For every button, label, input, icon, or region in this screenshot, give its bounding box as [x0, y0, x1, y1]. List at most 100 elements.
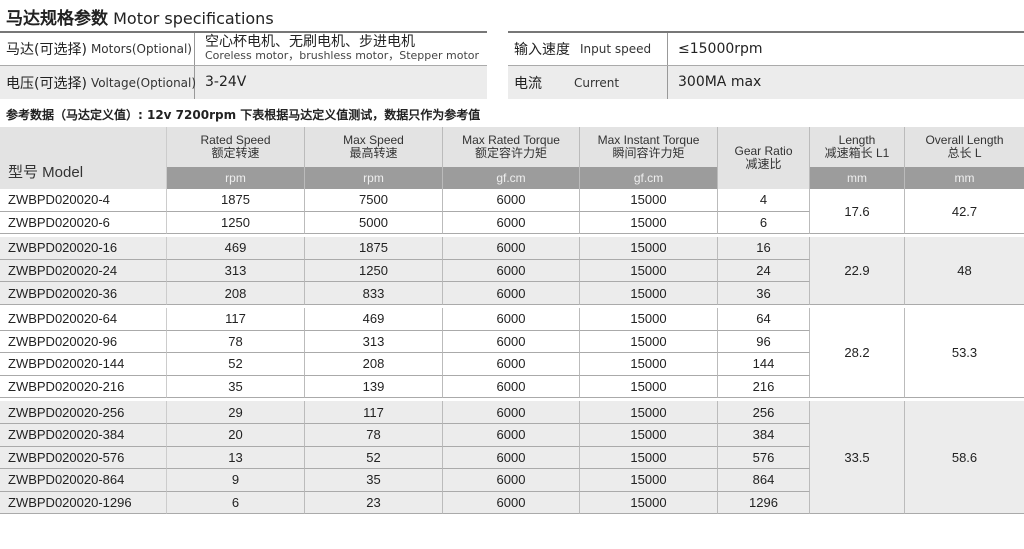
value-cell: 23 — [305, 491, 443, 515]
label-cn: 马达(可选择) — [6, 42, 87, 58]
length-cell: 22.9 — [810, 237, 905, 305]
header-en: Max Speed — [343, 133, 404, 147]
header-cn: 最高转速 — [349, 146, 398, 160]
value-cell: 15000 — [580, 189, 718, 212]
length-cell: 33.5 — [810, 401, 905, 515]
value-cell: 256 — [718, 401, 810, 424]
spec-row-voltage: 电压(可选择) Voltage(Optional) 3-24V — [0, 66, 487, 99]
value-cell: 833 — [305, 282, 443, 305]
header-en: Max Rated Torque — [462, 133, 560, 147]
title-cn: 马达规格参数 — [6, 9, 108, 29]
column-header: Gear Ratio 减速比 — [718, 127, 810, 189]
model-cell: ZWBPD020020-144 — [0, 353, 167, 376]
value-cell: 6000 — [443, 469, 580, 492]
value-cell: 1875 — [167, 189, 305, 212]
spec-row-input-speed: 输入速度 Input speed ≤15000rpm — [508, 33, 1024, 66]
header-cn: 额定转速 — [211, 146, 260, 160]
column-header: Length 减速箱长 L1 — [810, 127, 905, 167]
model-cell: ZWBPD020020-864 — [0, 469, 167, 492]
reference-note: 参考数据（马达定义值）: 12v 7200rpm 下表根据马达定义值测试，数据只… — [6, 108, 481, 122]
value-cell: 16 — [718, 237, 810, 260]
column-header: Max Rated Torque 额定容许力矩 — [443, 127, 580, 167]
value-cell: 313 — [167, 259, 305, 283]
value-cell: 36 — [718, 282, 810, 305]
value-cell: 15000 — [580, 237, 718, 260]
table-row: ZWBPD020020-576 13 52 6000 15000 576 — [0, 446, 1024, 470]
value-cell: 15000 — [580, 353, 718, 376]
value-cell: 1875 — [305, 237, 443, 260]
value-cell: 52 — [167, 353, 305, 376]
value-cell: 35 — [167, 375, 305, 399]
header-en: Length — [838, 133, 876, 147]
value-cell: 6000 — [443, 282, 580, 305]
title-en: Motor specifications — [113, 9, 274, 28]
header-en: Gear Ratio — [734, 144, 793, 158]
value-cell: 216 — [718, 375, 810, 399]
model-cell: ZWBPD020020-216 — [0, 375, 167, 399]
spec-table-right: 输入速度 Input speed ≤15000rpm 电流 Current 300M… — [508, 31, 1024, 99]
model-cell: ZWBPD020020-6 — [0, 211, 167, 235]
value-cell: 6000 — [443, 237, 580, 260]
value-cell: 29 — [167, 401, 305, 424]
table-row: ZWBPD020020-384 20 78 6000 15000 384 — [0, 423, 1024, 447]
value-cell: 117 — [305, 401, 443, 424]
value-cell: 208 — [305, 353, 443, 376]
length-cell: 17.6 — [810, 189, 905, 235]
unit-header: mm — [810, 167, 905, 189]
label-cn: 电压(可选择) — [6, 75, 87, 92]
value-cell: 469 — [167, 237, 305, 260]
value-cell: 9 — [167, 469, 305, 492]
value-cell: 15000 — [580, 330, 718, 354]
value-cell: 15000 — [580, 491, 718, 515]
table-row: ZWBPD020020-36 208 833 6000 15000 36 — [0, 282, 1024, 305]
value-cell: 117 — [167, 307, 305, 331]
table-row: ZWBPD020020-16 469 1875 6000 15000 16 22.9 48 — [0, 237, 1024, 305]
value-cell: 15000 — [580, 259, 718, 283]
value-cell: 1250 — [305, 259, 443, 283]
table-row: ZWBPD020020-4 1875 7500 6000 15000 4 17.6 42.7 — [0, 189, 1024, 235]
table-row: ZWBPD020020-6 1250 5000 6000 15000 6 — [0, 211, 1024, 235]
value-cell: 864 — [718, 469, 810, 492]
value-cell: 1250 — [167, 211, 305, 235]
header-cn: 额定容许力矩 — [474, 146, 547, 160]
overall-length-cell: 48 — [905, 237, 1024, 305]
table-row: ZWBPD020020-216 35 139 6000 15000 216 — [0, 375, 1024, 399]
unit-header: rpm — [305, 167, 443, 189]
length-cell: 28.2 — [810, 307, 905, 399]
value-cell: 139 — [305, 375, 443, 399]
header-cn: 总长 L — [947, 146, 982, 160]
group-gap — [0, 398, 1024, 402]
spec-value: 空心杯电机、无刷电机、步进电机 Coreless motor，brushless … — [195, 35, 479, 62]
model-cell: ZWBPD020020-576 — [0, 446, 167, 470]
spec-row-current: 电流 Current 300MA max — [508, 66, 1024, 99]
label-cn: 电流 — [514, 75, 542, 92]
label-en: Voltage(Optional) — [90, 75, 197, 90]
header-en: Rated Speed — [200, 133, 271, 147]
value-cell: 24 — [718, 259, 810, 283]
table-row: ZWBPD020020-1296 6 23 6000 15000 1296 — [0, 491, 1024, 515]
spec-label: 电压(可选择) Voltage(Optional) — [0, 66, 197, 99]
value-cell: 20 — [167, 423, 305, 447]
value-cell: 208 — [167, 282, 305, 305]
model-cell: ZWBPD020020-36 — [0, 282, 167, 305]
spec-label: 马达(可选择) Motors(Optional) — [0, 33, 195, 65]
column-header: Overall Length 总长 L — [905, 127, 1024, 167]
model-cell: ZWBPD020020-4 — [0, 189, 167, 212]
spec-row-motors: 马达(可选择) Motors(Optional) 空心杯电机、无刷电机、步进电机 C… — [0, 33, 487, 66]
value-cell: 6000 — [443, 491, 580, 515]
model-cell: ZWBPD020020-256 — [0, 401, 167, 424]
column-header: Max Instant Torque 瞬间容许力矩 — [580, 127, 718, 167]
value-cell: 384 — [718, 423, 810, 447]
value-cell: 6000 — [443, 353, 580, 376]
group-gap — [0, 234, 1024, 238]
header-cn: 瞬间容许力矩 — [612, 146, 685, 160]
header-cn: 减速比 — [745, 157, 782, 171]
model-cell: ZWBPD020020-384 — [0, 423, 167, 447]
value-cell: 96 — [718, 330, 810, 354]
value-cell: 6000 — [443, 307, 580, 331]
value-cell: 144 — [718, 353, 810, 376]
label-cn: 输入速度 — [514, 42, 570, 58]
value-cell: 6 — [718, 211, 810, 235]
spec-data-table: 型号 Model Rated Speed 额定转速 Max Speed 最高转速 Max … — [0, 127, 1024, 515]
overall-length-cell: 53.3 — [905, 308, 1024, 399]
